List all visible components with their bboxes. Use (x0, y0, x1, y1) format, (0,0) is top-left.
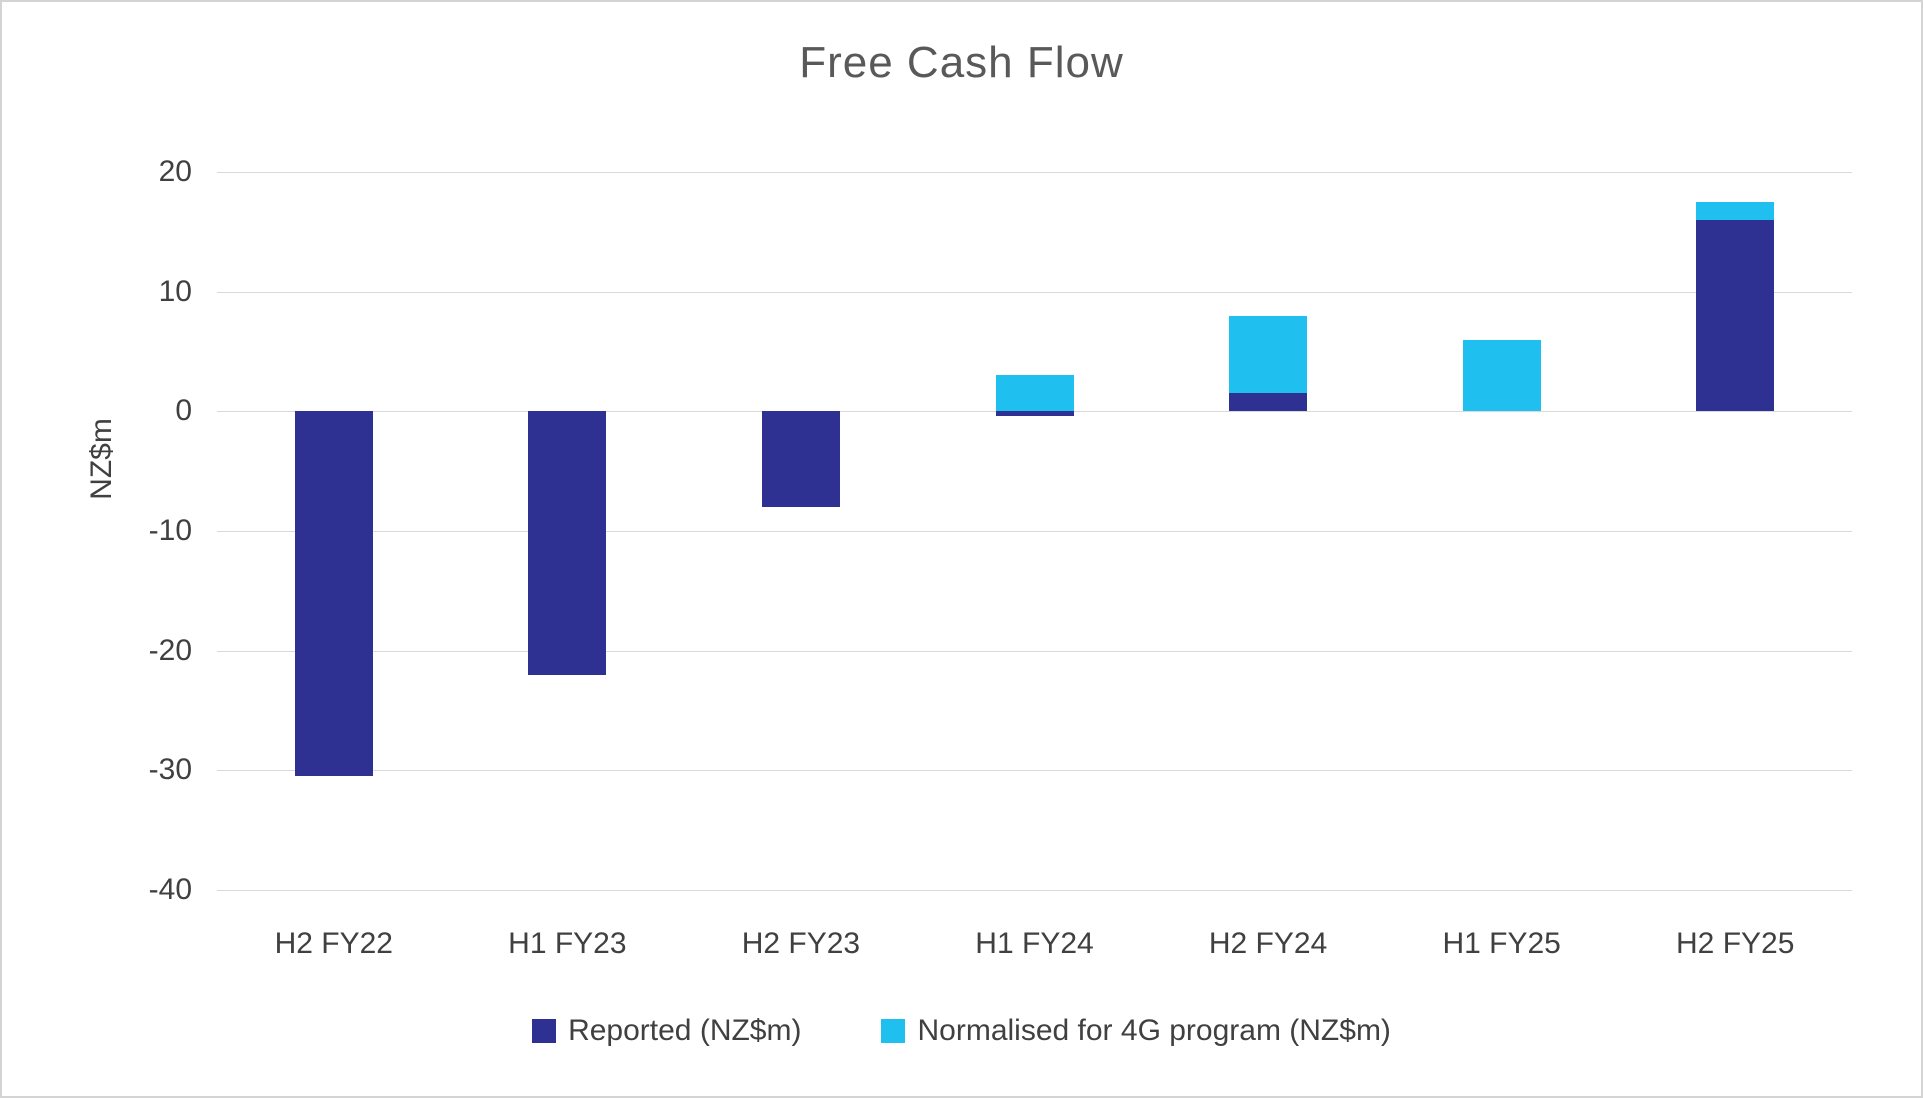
gridline (217, 650, 1852, 652)
gridline (217, 172, 1852, 173)
bar-reported-h2-fy22 (294, 411, 373, 777)
legend-item: Reported (NZ$m) (532, 1014, 801, 1048)
y-axis-tick-label: -20 (148, 633, 192, 667)
chart-title: Free Cash Flow (799, 38, 1124, 87)
x-axis-tick-label: H2 FY23 (741, 927, 861, 960)
gridline (217, 770, 1852, 772)
bar-reported-h1-fy23 (528, 411, 607, 675)
bar-reported-h1-fy24 (995, 411, 1074, 417)
x-axis-tick-label: H2 FY25 (1676, 927, 1795, 960)
bar-reported-h2-fy24 (1229, 393, 1308, 412)
x-axis-tick-label: H1 FY23 (508, 927, 627, 960)
legend-item: Normalised for 4G program (NZ$m) (881, 1014, 1391, 1048)
y-axis-tick-label: -10 (148, 514, 192, 547)
y-axis-tick-label: 20 (158, 155, 192, 188)
gridline (217, 890, 1852, 891)
bar-normalised-h1-fy25 (1462, 339, 1541, 412)
legend-swatch-icon (532, 1019, 557, 1043)
legend-label: Normalised for 4G program (NZ$m) (917, 1014, 1391, 1047)
bar-reported-h2-fy23 (761, 411, 840, 508)
y-axis-tick-label: 0 (175, 394, 192, 428)
x-axis-tick-label: H1 FY24 (975, 927, 1094, 960)
legend-label: Reported (NZ$m) (568, 1014, 802, 1047)
x-axis-tick-label: H2 FY24 (1208, 927, 1328, 960)
y-axis-tick-label: -30 (148, 753, 192, 787)
gridline (217, 531, 1852, 532)
bar-reported-h2-fy25 (1696, 219, 1775, 412)
gridline (217, 291, 1852, 293)
x-axis-tick-label: H2 FY22 (274, 927, 393, 960)
bar-normalised-h1-fy24 (995, 375, 1074, 412)
y-axis-tick-label: -40 (148, 873, 192, 906)
x-axis-tick-label: H1 FY25 (1442, 927, 1561, 960)
legend-swatch-icon (881, 1019, 906, 1043)
y-axis-tick-label: 10 (158, 274, 192, 308)
chart-legend: Reported (NZ$m) Normalised for 4G program… (2, 1014, 1921, 1048)
